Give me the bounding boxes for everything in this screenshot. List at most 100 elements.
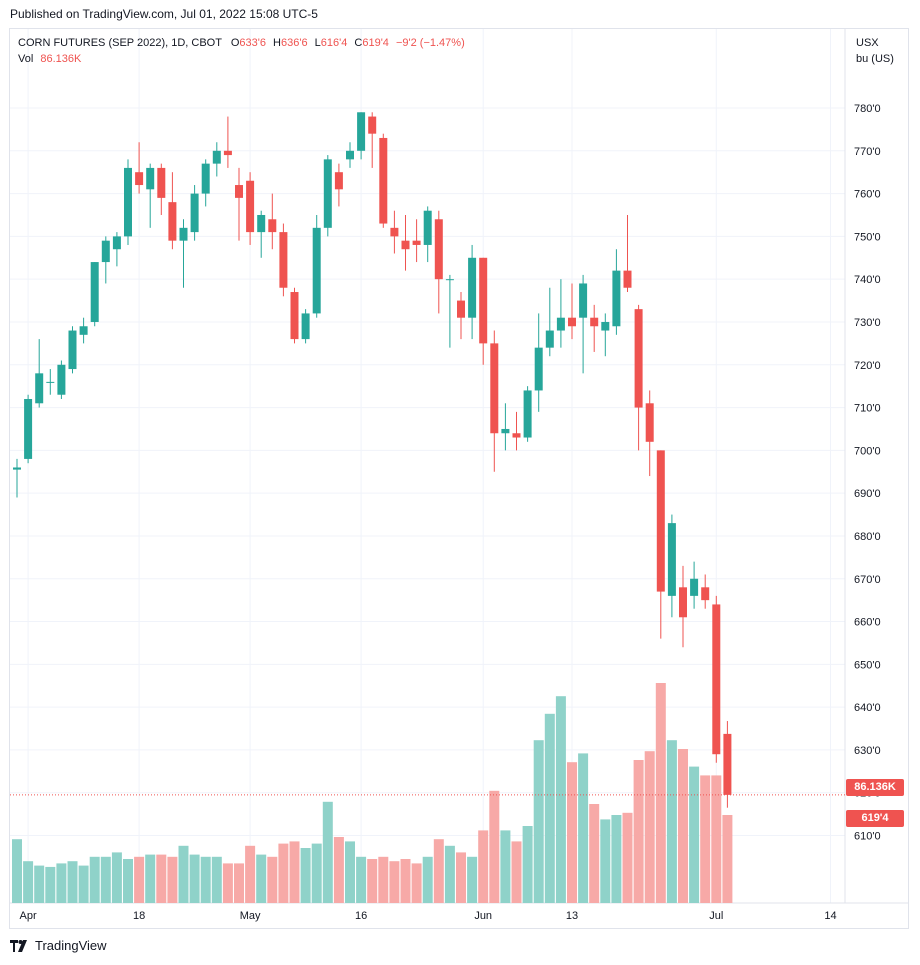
- volume-bar: [655, 683, 666, 903]
- volume-bar: [100, 856, 111, 903]
- price-tick-label: 760'0: [854, 189, 881, 201]
- candle-body: [357, 112, 366, 151]
- candle-body: [423, 210, 432, 245]
- volume-bar: [433, 839, 444, 903]
- unit-measure: bu (US): [856, 53, 894, 65]
- volume-bar: [400, 859, 411, 903]
- candle-body: [212, 150, 221, 164]
- volume-bar: [200, 856, 211, 903]
- candle-body: [46, 381, 55, 383]
- volume-bar: [278, 843, 289, 903]
- candle-body: [368, 116, 377, 134]
- time-tick-label: Jul: [709, 910, 723, 922]
- chart-frame[interactable]: [9, 28, 909, 929]
- volume-bar: [222, 863, 233, 903]
- candle-body: [534, 347, 543, 391]
- candle-body: [179, 227, 188, 241]
- price-tick-label: 740'0: [854, 274, 881, 286]
- time-tick-label: 14: [824, 910, 836, 922]
- footer-brand[interactable]: TradingView: [10, 938, 107, 953]
- candle-body: [390, 227, 399, 237]
- candle-body: [157, 167, 166, 198]
- candle-body: [723, 733, 732, 795]
- volume-bar: [711, 775, 722, 903]
- price-tick-label: 610'0: [854, 831, 881, 843]
- volume-bar: [356, 856, 367, 903]
- candle-body: [90, 262, 99, 322]
- change-value: −9'2 (−1.47%): [395, 37, 465, 49]
- time-axis-labels: Apr 18 May 16 Jun 13 Jul 14: [20, 910, 837, 922]
- volume-bar: [156, 854, 167, 903]
- volume-bar: [189, 854, 200, 903]
- price-tick-label: 720'0: [854, 360, 881, 372]
- candle-body: [579, 283, 588, 318]
- volume-bar: [500, 830, 511, 903]
- candle-body: [379, 137, 388, 224]
- candle-body: [35, 373, 44, 404]
- unit-currency: USX: [856, 37, 879, 49]
- time-tick-label: 18: [133, 910, 145, 922]
- price-tick-label: 640'0: [854, 702, 881, 714]
- candle-body: [545, 330, 554, 348]
- volume-bar: [722, 815, 733, 903]
- price-tick-label: 710'0: [854, 403, 881, 415]
- candle-body: [246, 180, 255, 233]
- candle-body: [68, 330, 77, 370]
- volume-bar: [489, 790, 500, 903]
- volume-bar: [678, 749, 688, 903]
- candle-body: [468, 257, 477, 318]
- volume-bar: [311, 843, 322, 903]
- candle-body: [346, 150, 354, 160]
- time-tick-label: May: [240, 910, 261, 922]
- candle-body: [712, 604, 721, 755]
- volume-bar: [322, 801, 333, 903]
- time-tick-label: 13: [566, 910, 578, 922]
- volume-bar: [633, 760, 644, 903]
- price-tick-label: 690'0: [854, 488, 881, 500]
- volume-bar: [34, 865, 45, 903]
- candle-body: [235, 185, 243, 198]
- time-tick-label: Apr: [20, 910, 37, 922]
- volume-bar: [567, 762, 577, 903]
- time-tick-label: Jun: [474, 910, 492, 922]
- candle-body: [201, 163, 210, 194]
- candle-body: [257, 214, 266, 233]
- volume-row: Vol 86.136K: [18, 51, 465, 67]
- candle-body: [401, 240, 410, 250]
- volume-bars: [12, 683, 733, 903]
- candle-body: [601, 321, 610, 331]
- vol-value: 86.136K: [40, 53, 82, 65]
- volume-bar: [345, 841, 355, 903]
- price-tick-label: 730'0: [854, 317, 881, 329]
- candle-body: [634, 309, 643, 408]
- price-tick-label: 700'0: [854, 445, 881, 457]
- close-value: 619'4: [362, 37, 389, 49]
- tradingview-logo-icon: [10, 939, 27, 952]
- volume-bar: [245, 845, 256, 903]
- symbol-label: CORN FUTURES (SEP 2022), 1D, CBOT: [18, 37, 222, 49]
- volume-bar: [578, 753, 589, 903]
- volume-bar: [511, 841, 522, 903]
- candle-body: [556, 317, 565, 331]
- volume-bar: [256, 854, 267, 903]
- price-tick-label: 670'0: [854, 574, 881, 586]
- candle-body: [501, 428, 510, 434]
- volume-bar: [666, 740, 677, 903]
- candle-body: [323, 159, 332, 228]
- candle-body: [290, 292, 299, 340]
- volume-bar: [145, 854, 156, 903]
- volume-bar: [67, 861, 78, 903]
- high-label: H: [273, 37, 281, 49]
- candle-body: [690, 578, 699, 596]
- candle-body: [623, 270, 632, 288]
- volume-bar: [167, 856, 178, 903]
- volume-bar: [456, 852, 466, 903]
- high-value: 636'6: [280, 37, 308, 49]
- candle-body: [101, 240, 110, 263]
- candle-body: [190, 193, 199, 233]
- time-tick-label: 16: [355, 910, 367, 922]
- close-label: C: [354, 37, 363, 49]
- volume-bar: [411, 863, 422, 903]
- volume-bar: [611, 815, 622, 903]
